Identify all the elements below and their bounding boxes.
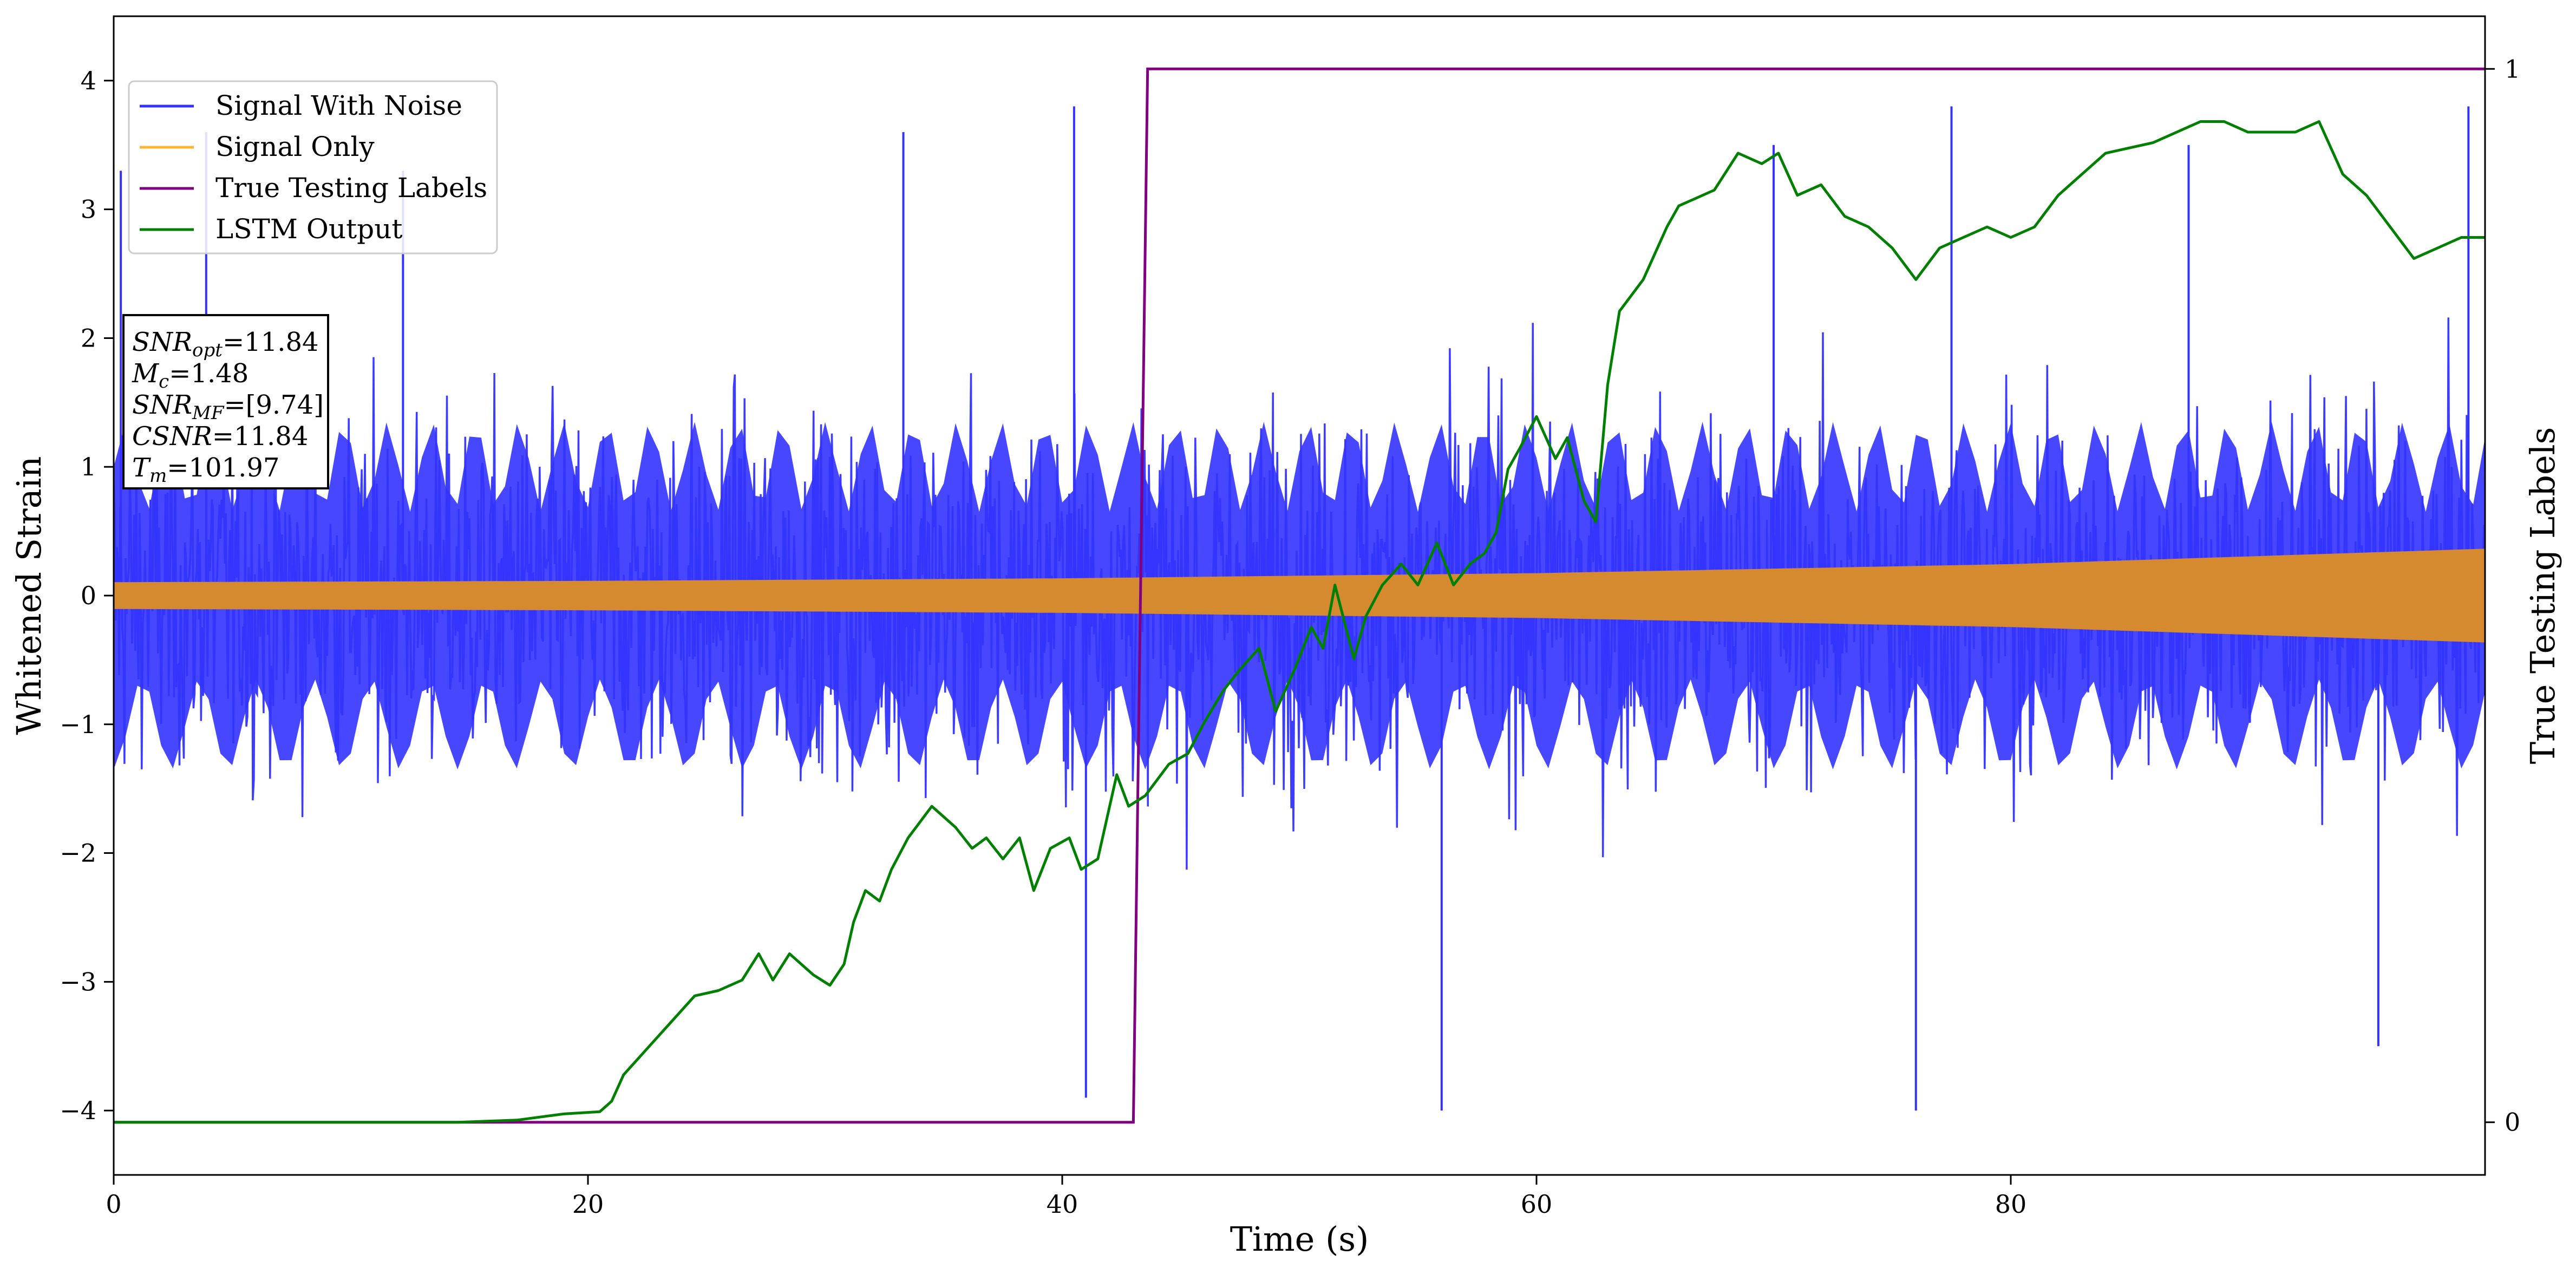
y-tick-label-5: −1 (60, 710, 96, 739)
y-tick-label-7: −3 (60, 967, 96, 996)
series-true-testing-labels (114, 67, 2485, 1124)
legend-entry-2: True Testing Labels (215, 172, 487, 204)
x-tick-label-80: 80 (1995, 1190, 2027, 1219)
x-tick-label-60: 60 (1521, 1190, 1553, 1219)
x-axis: 0 20 40 60 80 (106, 1175, 2026, 1219)
y-axis-label: Whitened Strain (9, 456, 49, 735)
annotation-line-1: Mc=1.48 (132, 358, 249, 393)
x-tick-label-40: 40 (1047, 1190, 1078, 1219)
y-tick-label-6: −2 (60, 839, 96, 868)
y-tick-label-4: 0 (81, 581, 96, 610)
legend-entry-3: LSTM Output (215, 213, 402, 245)
x-tick-label-20: 20 (572, 1190, 604, 1219)
y-tick-label-1: 3 (81, 195, 96, 224)
annotation-line-2: SNRMF=[9.74] (132, 390, 324, 424)
legend-entry-0: Signal With Noise (215, 90, 462, 121)
y-tick-label-3: 1 (81, 452, 96, 481)
series-lstm-output (114, 120, 2485, 1124)
legend: Signal With Noise Signal Only True Testing… (128, 80, 498, 254)
x-tick-label-0: 0 (106, 1190, 121, 1219)
annotation-line-0: SNRopt=11.84 (132, 327, 319, 361)
y2-tick-label-0: 0 (2505, 1108, 2520, 1137)
legend-frame (128, 80, 498, 254)
y-tick-label-2: 2 (81, 323, 96, 352)
annotation-line-4: Tm=101.97 (132, 453, 279, 487)
legend-entry-1: Signal Only (215, 131, 375, 162)
plot-area (114, 67, 2485, 1124)
annotation-frame (122, 314, 329, 489)
y2-axis-label: True Testing Labels (2523, 427, 2562, 765)
y-axis-right: 10 (2485, 54, 2520, 1137)
y2-tick-label-1: 1 (2505, 54, 2520, 83)
y-tick-label-0: 4 (81, 66, 96, 95)
y-tick-label-8: −4 (60, 1096, 96, 1125)
series-signal-only (114, 548, 2485, 643)
annotation-line-3: CSNR=11.84 (132, 421, 308, 452)
annotation-box: SNRopt=11.84Mc=1.48SNRMF=[9.74]CSNR=11.8… (122, 314, 329, 489)
y-axis-left: 4 3 2 1 0 −1 −2 −3 −4 (60, 66, 114, 1125)
x-axis-label: Time (s) (1230, 1219, 1369, 1259)
